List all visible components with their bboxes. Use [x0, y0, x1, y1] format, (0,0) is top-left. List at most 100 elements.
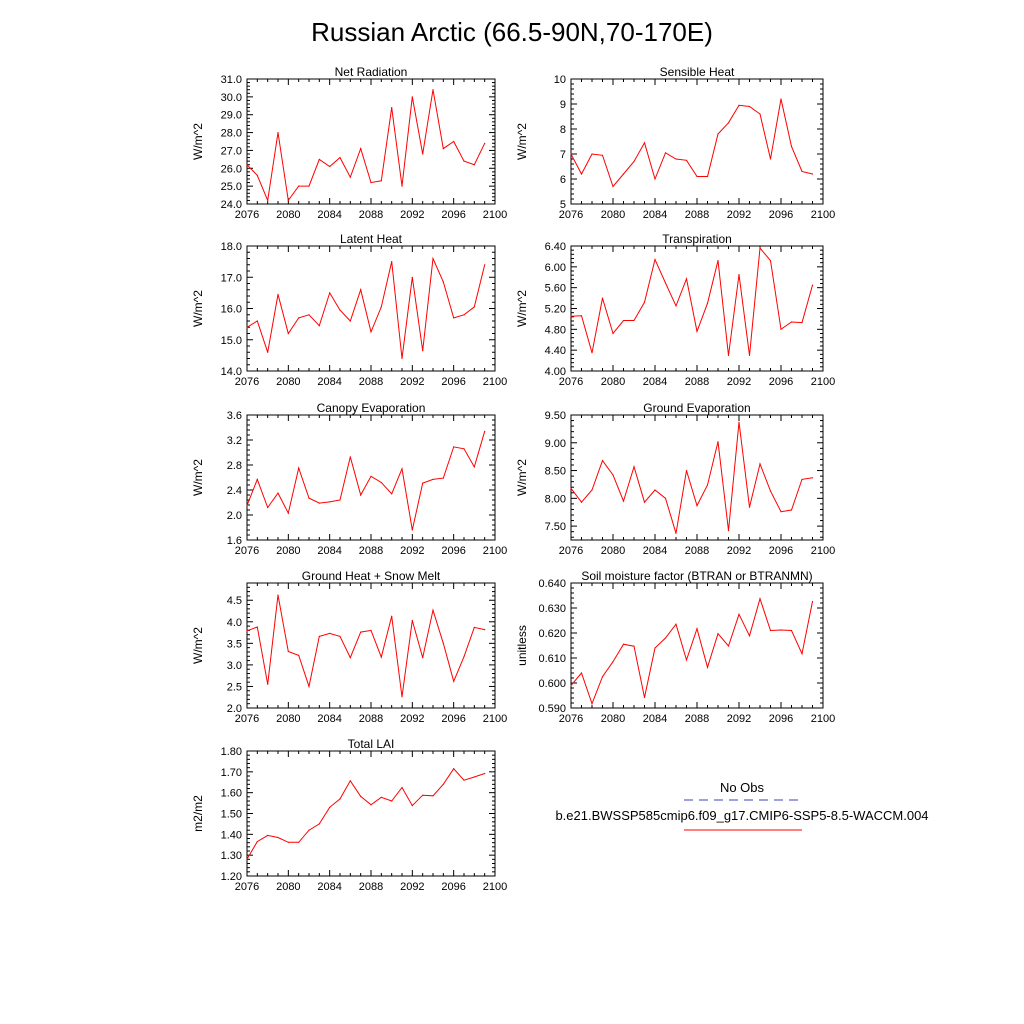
panel-title: Transpiration — [662, 232, 732, 246]
x-tick-label: 2076 — [235, 881, 259, 893]
data-point — [601, 460, 604, 462]
x-tick-label: 2084 — [643, 713, 667, 725]
data-point — [422, 153, 424, 155]
x-tick-label: 2088 — [359, 713, 383, 725]
data-point — [370, 629, 372, 632]
data-point — [370, 475, 372, 477]
data-point — [664, 497, 667, 499]
data-point — [277, 594, 279, 596]
data-point — [675, 532, 677, 534]
panel-title: Sensible Heat — [660, 65, 735, 79]
data-point — [453, 680, 455, 682]
series-line — [246, 89, 486, 203]
data-point — [664, 282, 667, 284]
data-point — [706, 666, 709, 668]
data-point — [308, 314, 310, 316]
x-tick-label: 2096 — [441, 881, 465, 893]
data-point — [256, 841, 258, 843]
x-tick-label: 2092 — [727, 209, 751, 221]
y-tick-label: 5.20 — [545, 304, 566, 316]
data-point — [696, 175, 698, 178]
y-tick-label: 8.50 — [545, 466, 566, 478]
data-point — [308, 497, 310, 499]
plot-frame — [246, 245, 496, 372]
x-tick-label: 2080 — [601, 209, 625, 221]
data-point — [759, 598, 761, 600]
data-point — [717, 441, 719, 443]
data-point — [780, 328, 782, 330]
data-point — [717, 633, 719, 635]
data-point — [601, 154, 604, 156]
data-point — [612, 474, 614, 476]
series-line — [570, 596, 813, 706]
panel-0: Net Radiation W/m^2 2076 2080 2084 2088 2092 20… — [191, 65, 507, 221]
y-tick-label: 0.590 — [538, 703, 566, 715]
data-point — [453, 140, 455, 143]
x-tick-label: 2080 — [601, 545, 625, 557]
x-tick-label: 2088 — [359, 209, 383, 221]
data-point — [696, 505, 698, 507]
data-point — [318, 325, 320, 327]
data-point — [591, 352, 593, 354]
data-point — [287, 199, 289, 201]
data-point — [318, 502, 320, 504]
data-point — [463, 314, 465, 316]
x-tick-label: 2076 — [559, 713, 583, 725]
data-point — [401, 786, 403, 789]
panel-1: Sensible Heat W/m^2 2076 2080 2084 2088 2092 20… — [515, 65, 835, 221]
x-tick-label: 2080 — [601, 376, 625, 388]
y-tick-label: 3.5 — [227, 638, 242, 650]
plot-frame — [570, 582, 824, 709]
y-tick-label: 25.0 — [221, 181, 242, 193]
data-point — [706, 175, 709, 178]
data-point — [401, 468, 403, 470]
x-tick-label: 2100 — [811, 545, 835, 557]
data-point — [580, 501, 583, 503]
data-point — [246, 326, 248, 328]
y-tick-label: 8 — [560, 124, 566, 136]
data-point — [473, 626, 475, 629]
data-point — [801, 322, 803, 324]
panels: Net Radiation W/m^2 2076 2080 2084 2088 2092 20… — [191, 65, 835, 893]
data-point — [442, 642, 444, 644]
data-point — [612, 332, 614, 335]
data-point — [780, 629, 782, 631]
panel-title: Canopy Evaporation — [317, 401, 426, 415]
data-point — [811, 477, 814, 479]
data-point — [769, 490, 772, 492]
data-point — [277, 132, 279, 134]
y-tick-label: 1.80 — [221, 746, 242, 758]
y-tick-label: 2.5 — [227, 681, 242, 693]
data-point — [759, 247, 761, 249]
x-tick-label: 2096 — [441, 545, 465, 557]
data-point — [622, 643, 625, 645]
y-tick-label: 28.0 — [221, 128, 242, 140]
y-tick-label: 4.80 — [545, 324, 566, 336]
data-point — [790, 145, 793, 148]
data-point — [442, 281, 444, 283]
data-point — [401, 185, 403, 187]
data-point — [473, 776, 475, 778]
data-point — [360, 795, 362, 798]
data-point — [463, 779, 465, 781]
y-tick-label: 3.2 — [227, 435, 242, 447]
x-tick-label: 2100 — [483, 545, 507, 557]
y-tick-label: 2.4 — [227, 485, 242, 497]
data-point — [422, 350, 424, 352]
data-point — [484, 142, 486, 144]
x-tick-label: 2084 — [317, 376, 341, 388]
data-point — [287, 841, 289, 843]
x-tick-label: 2092 — [400, 209, 424, 221]
x-tick-label: 2076 — [559, 209, 583, 221]
x-tick-label: 2084 — [317, 545, 341, 557]
x-tick-label: 2096 — [769, 545, 793, 557]
x-tick-label: 2100 — [483, 209, 507, 221]
data-point — [748, 354, 751, 356]
panel-7: Soil moisture factor (BTRAN or BTRANMN) u… — [515, 569, 835, 725]
panel-title: Total LAI — [348, 737, 395, 751]
data-point — [727, 122, 730, 124]
x-tick-label: 2076 — [235, 376, 259, 388]
data-point — [329, 292, 331, 294]
panel-title: Latent Heat — [340, 232, 403, 246]
y-tick-label: 4.0 — [227, 617, 242, 629]
